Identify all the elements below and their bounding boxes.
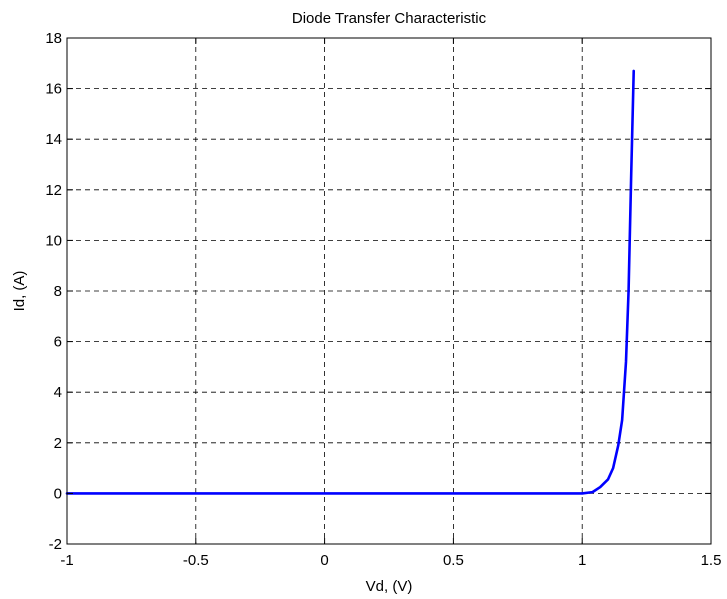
x-tick-label: 1 xyxy=(578,552,586,569)
y-tick-label: 6 xyxy=(54,334,62,351)
y-tick-label: 16 xyxy=(45,81,62,98)
y-tick-label: 12 xyxy=(45,182,62,199)
grid-layer xyxy=(67,38,711,544)
x-tick-label: -1 xyxy=(60,552,73,569)
y-tick-label: 2 xyxy=(54,435,62,452)
series-layer xyxy=(65,69,636,495)
tick-label-layer: -1 -0.5 0 0.5 1 1.5 -2 0 2 4 6 8 10 12 14 16 18 xyxy=(45,30,721,569)
y-tick-label: 8 xyxy=(54,283,62,300)
y-tick-label: 14 xyxy=(45,131,62,148)
y-tick-label: -2 xyxy=(49,536,62,553)
x-tick-label: 0.5 xyxy=(443,552,464,569)
y-tick-label: 18 xyxy=(45,30,62,47)
x-tick-label: -0.5 xyxy=(183,552,209,569)
y-tick-label: 0 xyxy=(54,485,62,502)
chart-title: Diode Transfer Characteristic xyxy=(292,10,487,27)
y-axis-label: Id, (A) xyxy=(11,271,28,312)
y-tick-label: 10 xyxy=(45,232,62,249)
x-tick-label: 1.5 xyxy=(701,552,722,569)
series-line xyxy=(65,69,636,495)
x-axis-label: Vd, (V) xyxy=(366,578,413,595)
x-tick-label: 0 xyxy=(320,552,328,569)
tick-layer xyxy=(66,37,712,545)
y-tick-label: 4 xyxy=(54,384,62,401)
